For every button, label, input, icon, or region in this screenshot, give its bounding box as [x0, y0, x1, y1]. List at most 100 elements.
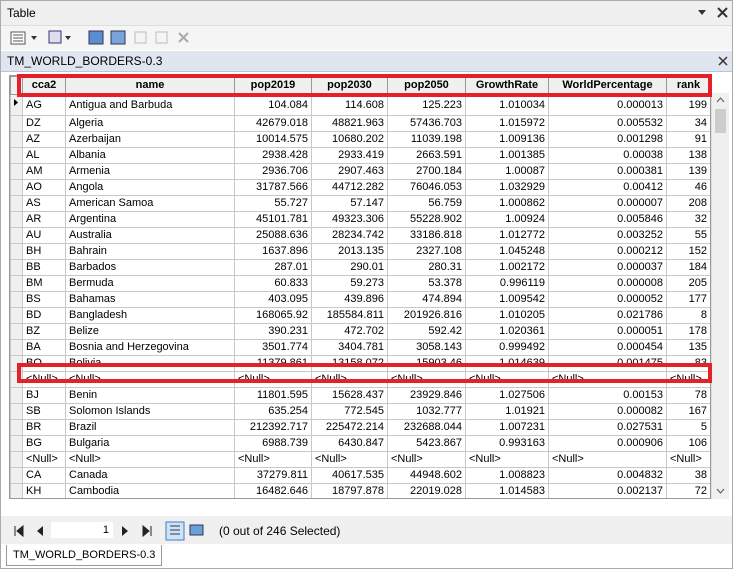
table-cell: Bahrain — [66, 244, 235, 260]
table-cell: 225472.214 — [312, 420, 388, 436]
table-cell: Albania — [66, 148, 235, 164]
table-cell: 1.015972 — [466, 116, 549, 132]
table-cell: 15628.437 — [312, 388, 388, 404]
table-cell: Benin — [66, 388, 235, 404]
table-row: ASAmerican Samoa55.72757.14756.7591.0008… — [11, 196, 711, 212]
table-cell: 60.833 — [235, 276, 312, 292]
selection-status: (0 out of 246 Selected) — [219, 524, 340, 538]
row-selector — [11, 420, 23, 436]
table-cell: 18797.878 — [312, 484, 388, 500]
table-cell: Barbados — [66, 260, 235, 276]
row-selector — [11, 244, 23, 260]
row-selector — [11, 404, 23, 420]
table-row: BZBelize390.231472.702592.421.0203610.00… — [11, 324, 711, 340]
table-row: BABosnia and Herzegovina3501.7743404.781… — [11, 340, 711, 356]
table-cell: 1.027506 — [466, 388, 549, 404]
table-cell: 48821.963 — [312, 116, 388, 132]
table-row: AGAntigua and Barbuda104.084114.608125.2… — [11, 95, 711, 116]
table-cell: 177 — [667, 292, 711, 308]
table-cell: 1.014583 — [466, 484, 549, 500]
table-cell: 91 — [667, 132, 711, 148]
tab-bar: TM_WORLD_BORDERS-0.3 — [1, 51, 732, 72]
table-cell: 72 — [667, 484, 711, 500]
table-cell: 0.000381 — [549, 164, 667, 180]
close-tab[interactable] — [717, 55, 729, 67]
row-selector — [11, 260, 23, 276]
table-cell: 178 — [667, 324, 711, 340]
table-cell: 45101.781 — [235, 212, 312, 228]
toolbar-icons[interactable] — [1, 26, 201, 50]
table-cell: 25088.636 — [235, 228, 312, 244]
bottom-tab[interactable]: TM_WORLD_BORDERS-0.3 — [6, 545, 162, 566]
scrollbar[interactable] — [711, 93, 729, 499]
table-cell: 5 — [667, 420, 711, 436]
window-controls[interactable] — [696, 7, 730, 19]
table-cell: BB — [23, 260, 66, 276]
current-row-marker — [11, 95, 21, 110]
table-cell: SB — [23, 404, 66, 420]
table-cell: 44712.282 — [312, 180, 388, 196]
table-cell: 168065.92 — [235, 308, 312, 324]
page-input[interactable]: 1 — [51, 522, 113, 538]
table-cell: 2327.108 — [388, 244, 466, 260]
table-cell: <Null> — [23, 452, 66, 468]
table-cell: 0.000082 — [549, 404, 667, 420]
table-cell: Bosnia and Herzegovina — [66, 340, 235, 356]
row-selector — [11, 276, 23, 292]
table-cell: 6430.847 — [312, 436, 388, 452]
table-cell: 23929.846 — [388, 388, 466, 404]
table-cell: Belize — [66, 324, 235, 340]
table-cell: 28234.742 — [312, 228, 388, 244]
table-cell: 1637.896 — [235, 244, 312, 260]
table-cell: 0.004832 — [549, 468, 667, 484]
table-row: AMArmenia2936.7062907.4632700.1841.00087… — [11, 164, 711, 180]
view-toggle[interactable] — [165, 521, 207, 541]
highlight-null-row — [17, 363, 712, 383]
table-cell: 3404.781 — [312, 340, 388, 356]
table-cell: 55 — [667, 228, 711, 244]
table-tab[interactable]: TM_WORLD_BORDERS-0.3 — [7, 54, 162, 68]
table-cell: <Null> — [235, 452, 312, 468]
table-cell: 0.996119 — [466, 276, 549, 292]
table-cell: 1.007231 — [466, 420, 549, 436]
table-cell: 1.010034 — [466, 95, 549, 116]
row-selector — [11, 388, 23, 404]
table-cell: AL — [23, 148, 66, 164]
table-cell: 208 — [667, 196, 711, 212]
table-cell: Solomon Islands — [66, 404, 235, 420]
table-cell: 114.608 — [312, 95, 388, 116]
table-row: DZAlgeria42679.01848821.96357436.7031.01… — [11, 116, 711, 132]
table-cell: 212392.717 — [235, 420, 312, 436]
table-cell: 0.999492 — [466, 340, 549, 356]
table-row: <Null><Null><Null><Null><Null><Null><Nul… — [11, 452, 711, 468]
table-cell: DZ — [23, 116, 66, 132]
table-cell: 1.01921 — [466, 404, 549, 420]
table-cell: 0.005846 — [549, 212, 667, 228]
table-cell: 1032.777 — [388, 404, 466, 420]
table-cell: 2700.184 — [388, 164, 466, 180]
table-cell: 59.273 — [312, 276, 388, 292]
table-cell: 32 — [667, 212, 711, 228]
table-cell: 139 — [667, 164, 711, 180]
table-cell: 0.001298 — [549, 132, 667, 148]
row-selector — [11, 324, 23, 340]
table-cell: 290.01 — [312, 260, 388, 276]
table-cell: Argentina — [66, 212, 235, 228]
row-selector — [11, 484, 23, 500]
table-cell: 390.231 — [235, 324, 312, 340]
table-cell: 0.027531 — [549, 420, 667, 436]
table-cell: 201926.816 — [388, 308, 466, 324]
table-cell: 1.012772 — [466, 228, 549, 244]
table-cell: 0.000052 — [549, 292, 667, 308]
table-cell: Azerbaijan — [66, 132, 235, 148]
row-selector — [11, 340, 23, 356]
table-row: BDBangladesh168065.92185584.811201926.81… — [11, 308, 711, 324]
table-cell: KH — [23, 484, 66, 500]
table-row: BJBenin11801.59515628.43723929.8461.0275… — [11, 388, 711, 404]
table-cell: 125.223 — [388, 95, 466, 116]
toolbar — [1, 26, 732, 50]
attribute-table: cca2namepop2019pop2030pop2050GrowthRateW… — [10, 76, 711, 499]
table-cell: AM — [23, 164, 66, 180]
table-cell: Bulgaria — [66, 436, 235, 452]
